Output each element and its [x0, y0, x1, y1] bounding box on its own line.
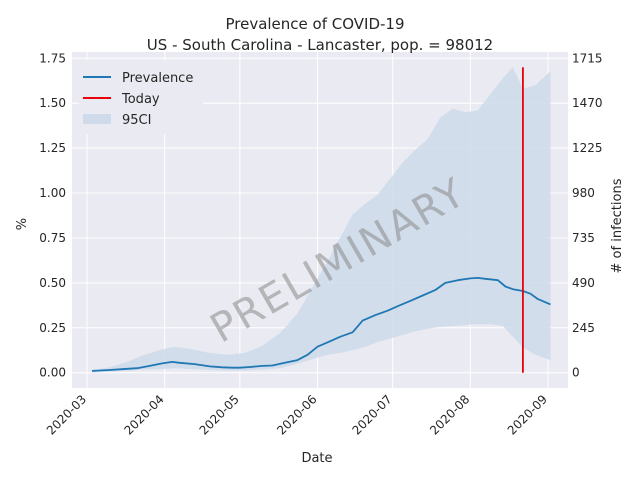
right-tick-label: 0	[572, 366, 580, 380]
y-tick-label: 1.75	[39, 51, 66, 65]
y-tick-label: 0.75	[39, 231, 66, 245]
x-axis-ticks: 2020-03 2020-04 2020-05 2020-06 2020-07 2020-…	[44, 392, 550, 437]
prevalence-line	[91, 276, 551, 372]
ci-band-area	[92, 67, 551, 373]
y-axis-ticks: 0.00 0.25 0.50 0.75 1.00 1.25 1.50 1.75	[39, 51, 66, 379]
x-tick-label: 2020-08	[427, 392, 472, 437]
y-tick-label: 1.50	[39, 96, 66, 110]
x-tick-label: 2020-04	[121, 392, 166, 437]
x-tick-label: 2020-06	[274, 392, 319, 437]
chart-subtitle: US - South Carolina - Lancaster, pop. = …	[147, 36, 493, 54]
x-tick-label: 2020-07	[349, 392, 394, 437]
y-tick-label: 0.00	[39, 366, 66, 380]
x-tick-label: 2020-05	[197, 392, 242, 437]
x-axis-label: Date	[301, 451, 332, 466]
right-tick-label: 1225	[572, 141, 603, 155]
legend-prevalence-label: Prevalence	[122, 71, 193, 86]
chart-title: Prevalence of COVID-19	[225, 15, 404, 33]
legend-today-label: Today	[121, 92, 160, 107]
y-tick-label: 1.00	[39, 186, 66, 200]
y-tick-label: 0.50	[39, 276, 66, 290]
right-tick-label: 245	[572, 321, 595, 335]
right-axis-ticks: 0 245 490 735 980 1225 1470 1715	[572, 51, 603, 379]
confidence-band	[92, 67, 551, 373]
right-axis-label: # of infections	[610, 178, 625, 273]
x-tick-label: 2020-03	[44, 392, 89, 437]
right-tick-label: 735	[572, 231, 595, 245]
y-tick-label: 0.25	[39, 321, 66, 335]
legend: Prevalence Today 95CI	[79, 60, 203, 134]
prevalence-series	[91, 276, 551, 372]
legend-95ci-label: 95CI	[122, 113, 151, 128]
right-tick-label: 490	[572, 276, 595, 290]
right-tick-label: 980	[572, 186, 595, 200]
y-axis-label: %	[15, 218, 30, 230]
y-tick-label: 1.25	[39, 141, 66, 155]
x-tick-label: 2020-09	[505, 392, 550, 437]
right-tick-label: 1470	[572, 96, 603, 110]
right-tick-label: 1715	[572, 51, 603, 65]
legend-95ci-swatch	[83, 114, 111, 124]
